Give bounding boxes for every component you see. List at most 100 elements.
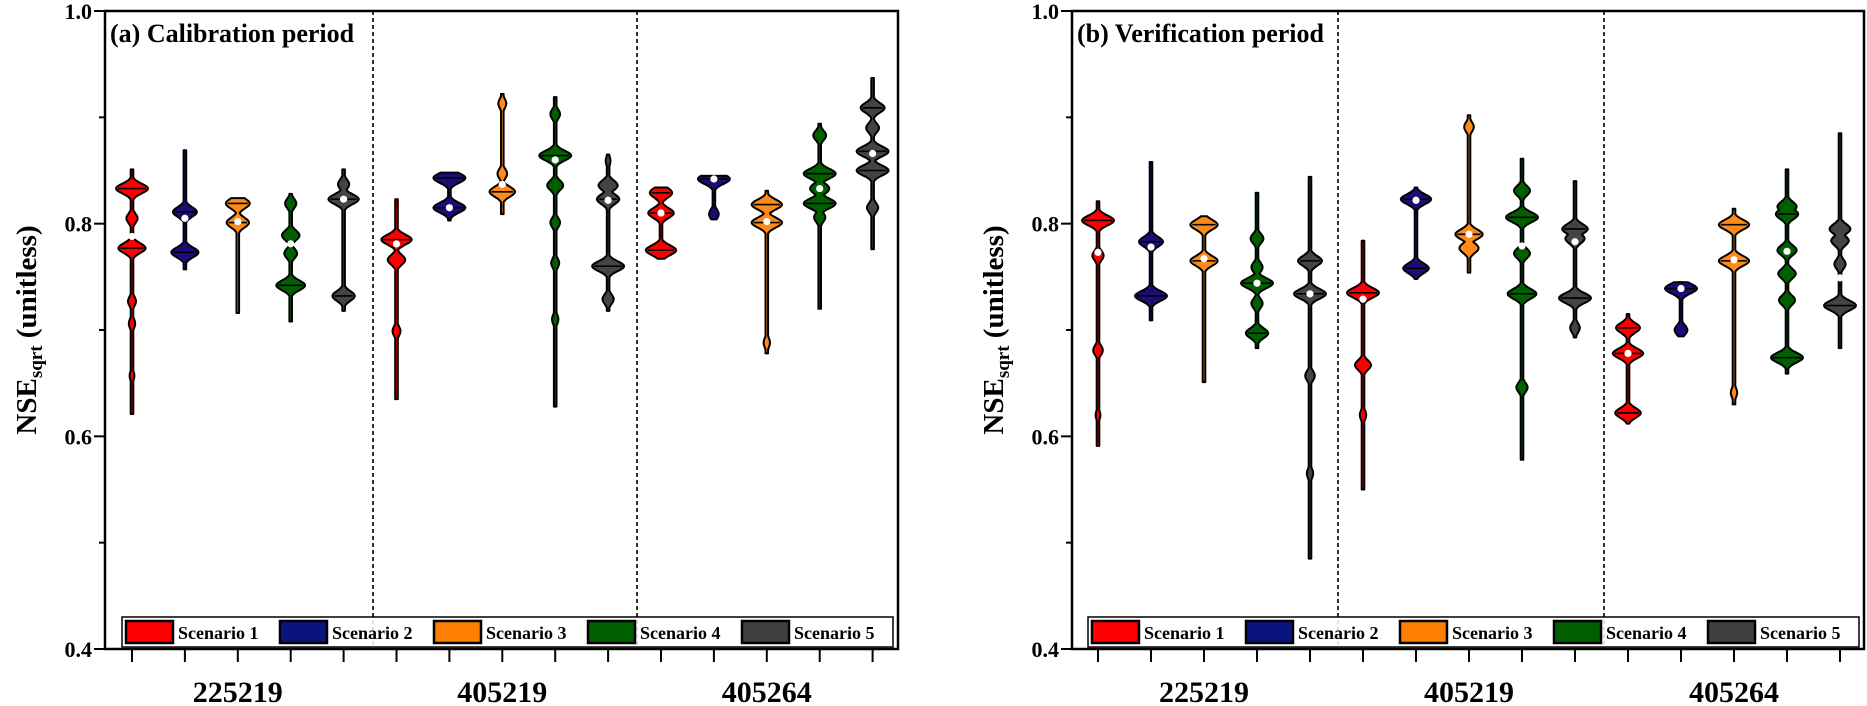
legend-label: Scenario 5 <box>1760 623 1841 643</box>
legend-label: Scenario 5 <box>794 623 875 643</box>
legend-item-scenario-1: Scenario 1 <box>124 619 259 645</box>
legend-swatch <box>124 619 175 645</box>
violin-405264-scenario-5 <box>855 76 890 251</box>
x-category-label: 225219 <box>1159 676 1249 706</box>
y-axis-label: NSEsqrt (unitless) <box>11 225 47 434</box>
legend-item-scenario-2: Scenario 2 <box>278 619 413 645</box>
median-marker <box>1571 238 1579 246</box>
panel-title: (b) Verification period <box>1077 19 1325 48</box>
violin-405264-scenario-3 <box>750 189 783 355</box>
median-marker <box>763 217 771 226</box>
violin-405264-scenario-1 <box>644 186 678 260</box>
panel-verification: (b) Verification period NSEsqrt (unitles… <box>978 0 1866 706</box>
legend-swatch <box>1090 619 1141 645</box>
median-marker <box>1412 196 1420 204</box>
legend-item-scenario-4: Scenario 4 <box>586 619 721 645</box>
legend-swatch <box>586 619 637 645</box>
legend-label: Scenario 1 <box>1144 623 1225 643</box>
median-marker <box>1836 274 1844 282</box>
violin-405219-scenario-5 <box>1558 180 1592 339</box>
median-marker <box>816 184 824 193</box>
y-tick-label: 0.6 <box>65 424 93 449</box>
median-marker <box>1730 256 1738 264</box>
legend-swatch <box>1706 619 1757 645</box>
legend-label: Scenario 4 <box>1606 623 1687 643</box>
x-category-label: 225219 <box>193 676 283 706</box>
legend-item-scenario-1: Scenario 1 <box>1090 619 1225 645</box>
y-tick-label: 0.8 <box>1032 212 1060 237</box>
violin-405264-scenario-4 <box>1770 168 1804 375</box>
x-category-label: 405264 <box>1689 676 1779 706</box>
violin-405219-scenario-3 <box>1454 114 1484 274</box>
legend-item-scenario-2: Scenario 2 <box>1244 619 1379 645</box>
legend-label: Scenario 1 <box>178 623 259 643</box>
y-tick-label: 1.0 <box>65 0 93 24</box>
legend-label: Scenario 2 <box>332 623 413 643</box>
median-marker <box>1306 290 1314 298</box>
violin-405264-scenario-3 <box>1717 207 1751 406</box>
median-marker <box>869 149 877 158</box>
violin-405219-scenario-4 <box>538 96 573 408</box>
legend-label: Scenario 2 <box>1298 623 1379 643</box>
legend-swatch <box>1398 619 1449 645</box>
median-marker <box>657 209 665 217</box>
legend-item-scenario-5: Scenario 5 <box>740 619 875 645</box>
median-marker <box>287 240 295 248</box>
y-tick-label: 0.8 <box>65 212 93 237</box>
violin-405219-scenario-3 <box>488 92 517 216</box>
median-marker <box>1200 255 1208 263</box>
y-tick-label: 0.4 <box>65 637 93 662</box>
legend-label: Scenario 4 <box>640 623 721 643</box>
x-category-label: 405264 <box>722 676 812 706</box>
legend: Scenario 1 Scenario 2 Scenario 3 Scenario 4… <box>121 616 894 648</box>
violin-225219-scenario-3 <box>224 197 251 314</box>
violin-405219-scenario-2 <box>1399 186 1433 280</box>
violin-405264-scenario-2 <box>1664 281 1698 338</box>
violin-405219-scenario-1 <box>380 198 413 401</box>
violin-225219-scenario-4 <box>275 192 307 323</box>
legend: Scenario 1 Scenario 2 Scenario 3 Scenario 4… <box>1087 616 1860 648</box>
median-marker <box>181 214 189 222</box>
legend-label: Scenario 3 <box>486 623 567 643</box>
plot-frame <box>1070 9 1866 651</box>
y-tick-label: 0.6 <box>1032 424 1060 449</box>
median-marker <box>1624 349 1632 357</box>
violin-405264-scenario-2 <box>696 174 731 221</box>
median-marker <box>1253 279 1261 287</box>
violin-225219-scenario-5 <box>1293 175 1327 560</box>
median-marker <box>551 156 559 164</box>
legend-swatch <box>278 619 329 645</box>
legend-item-scenario-3: Scenario 3 <box>1398 619 1533 645</box>
y-tick-label: 1.0 <box>1032 0 1060 24</box>
median-marker <box>498 180 506 188</box>
median-marker <box>604 196 612 204</box>
violin-225219-scenario-4 <box>1240 191 1274 350</box>
legend-swatch <box>1244 619 1295 645</box>
violin-405219-scenario-2 <box>432 171 467 222</box>
median-marker <box>1147 243 1155 251</box>
legend-item-scenario-5: Scenario 5 <box>1706 619 1841 645</box>
legend-swatch <box>1552 619 1603 645</box>
x-category-label: 405219 <box>457 676 547 706</box>
violin-405264-scenario-1 <box>1611 313 1645 425</box>
median-marker <box>340 195 348 203</box>
median-marker <box>234 217 242 226</box>
median-marker <box>1518 242 1526 250</box>
x-category-label: 405219 <box>1424 676 1514 706</box>
legend-item-scenario-3: Scenario 3 <box>432 619 567 645</box>
median-marker <box>1677 284 1685 293</box>
median-marker <box>392 240 401 248</box>
violin-225219-scenario-1 <box>115 168 149 416</box>
median-marker <box>445 204 453 212</box>
median-marker <box>1783 247 1791 255</box>
legend-item-scenario-4: Scenario 4 <box>1552 619 1687 645</box>
violin-405219-scenario-1 <box>1346 239 1380 491</box>
violin-405264-scenario-4 <box>802 122 837 310</box>
panel-calibration: (a) Calibration period NSEsqrt (unitless… <box>11 0 900 706</box>
median-marker <box>1094 248 1102 256</box>
violin-405264-scenario-5 <box>1823 132 1857 350</box>
median-marker <box>710 175 718 183</box>
y-axis-label: NSEsqrt (unitless) <box>978 225 1014 434</box>
y-tick-label: 0.4 <box>1032 637 1060 662</box>
